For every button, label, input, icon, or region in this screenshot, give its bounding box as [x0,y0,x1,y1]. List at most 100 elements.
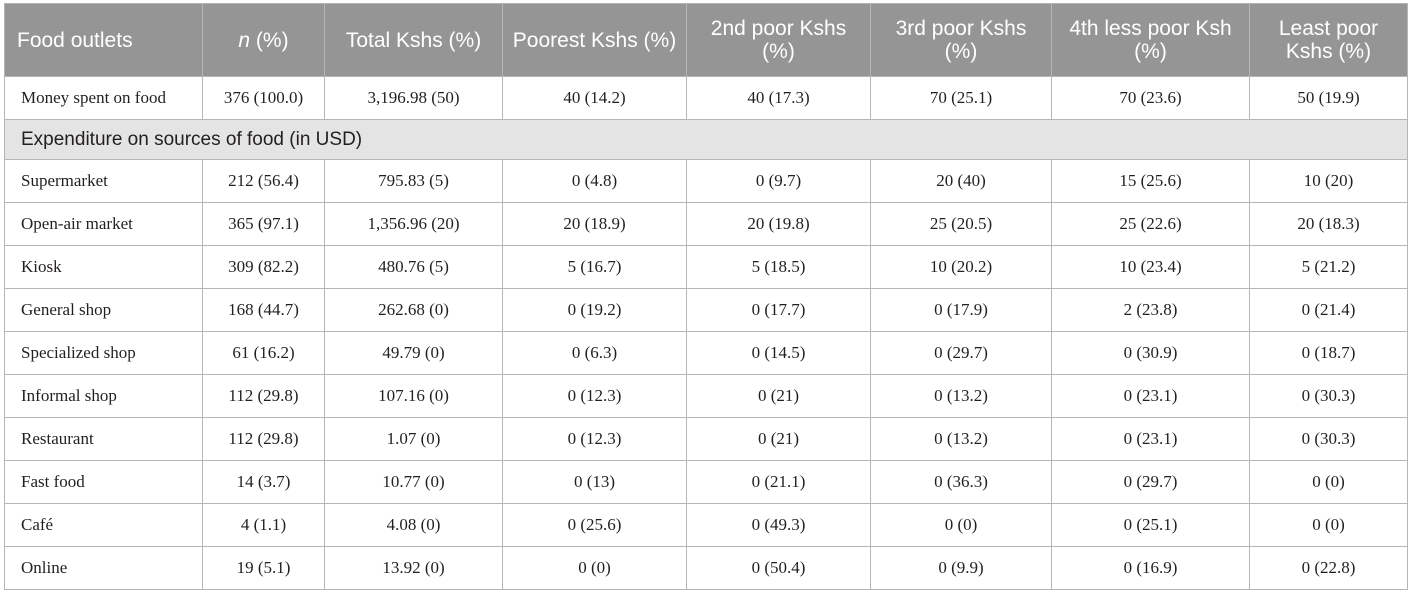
row-label: Online [4,546,203,590]
table-row: Specialized shop 61 (16.2) 49.79 (0) 0 (6.3… [4,331,1408,375]
column-header-text: Food outlets [17,28,133,52]
table-cell: 0 (19.2) [502,288,687,332]
table-cell: 112 (29.8) [202,417,325,461]
row-label: Specialized shop [4,331,203,375]
table-cell: 15 (25.6) [1051,159,1250,203]
table-cell: 40 (14.2) [502,76,687,120]
table-cell: 20 (18.9) [502,202,687,246]
table-row: Informal shop 112 (29.8) 107.16 (0) 0 (12.3… [4,374,1408,418]
column-header: Poorest Kshs (%) [502,3,687,77]
table-cell: 0 (23.1) [1051,374,1250,418]
table-row: Money spent on food 376 (100.0) 3,196.98 (… [4,76,1408,120]
table-cell: 0 (13.2) [870,417,1052,461]
table-cell: 0 (21) [686,417,871,461]
table-cell: 0 (17.7) [686,288,871,332]
table-row: Café 4 (1.1) 4.08 (0) 0 (25.6) 0 (49.3) 0 (0)… [4,503,1408,547]
table-cell: 480.76 (5) [324,245,503,289]
table-cell: 1.07 (0) [324,417,503,461]
table-row: Fast food 14 (3.7) 10.77 (0) 0 (13) 0 (21.1)… [4,460,1408,504]
table-cell: 0 (25.1) [1051,503,1250,547]
table-cell: 0 (0) [502,546,687,590]
table-cell: 10 (20.2) [870,245,1052,289]
table-cell: 376 (100.0) [202,76,325,120]
table-cell: 168 (44.7) [202,288,325,332]
table-cell: 13.92 (0) [324,546,503,590]
table-row: Open-air market 365 (97.1) 1,356.96 (20) 20… [4,202,1408,246]
column-header: 2nd poor Kshs (%) [686,3,871,77]
table-cell: 5 (21.2) [1249,245,1408,289]
table-cell: 0 (23.1) [1051,417,1250,461]
table-cell: 0 (29.7) [870,331,1052,375]
table-cell: 0 (9.7) [686,159,871,203]
table-cell: 112 (29.8) [202,374,325,418]
table-cell: 0 (30.3) [1249,374,1408,418]
table-cell: 25 (20.5) [870,202,1052,246]
table-cell: 0 (18.7) [1249,331,1408,375]
table-cell: 0 (13) [502,460,687,504]
column-header-text: 2nd poor Kshs (%) [710,17,847,63]
row-label: Informal shop [4,374,203,418]
table-cell: 50 (19.9) [1249,76,1408,120]
table-cell: 19 (5.1) [202,546,325,590]
table-cell: 0 (17.9) [870,288,1052,332]
table-cell: 0 (36.3) [870,460,1052,504]
food-expenditure-table: Food outlets n (%) Total Kshs (%) Poorest K… [4,3,1408,590]
table-cell: 3,196.98 (50) [324,76,503,120]
table-cell: 25 (22.6) [1051,202,1250,246]
table-cell: 309 (82.2) [202,245,325,289]
table-body: Money spent on food 376 (100.0) 3,196.98 (… [4,76,1408,590]
table-cell: 2 (23.8) [1051,288,1250,332]
column-header-text: Total Kshs (%) [345,28,482,52]
table-cell: 0 (12.3) [502,374,687,418]
table-cell: 0 (0) [1249,503,1408,547]
row-label: Fast food [4,460,203,504]
table-cell: 0 (6.3) [502,331,687,375]
row-label: Open-air market [4,202,203,246]
table-cell: 0 (25.6) [502,503,687,547]
table-cell: 14 (3.7) [202,460,325,504]
table-row: General shop 168 (44.7) 262.68 (0) 0 (19.2)… [4,288,1408,332]
table-cell: 70 (25.1) [870,76,1052,120]
row-label: Restaurant [4,417,203,461]
table-cell: 40 (17.3) [686,76,871,120]
table-cell: 262.68 (0) [324,288,503,332]
row-label: Money spent on food [4,76,203,120]
table-row: Supermarket 212 (56.4) 795.83 (5) 0 (4.8) 0 … [4,159,1408,203]
table-cell: 107.16 (0) [324,374,503,418]
table-cell: 0 (0) [1249,460,1408,504]
table-cell: 5 (16.7) [502,245,687,289]
table-cell: 0 (21.1) [686,460,871,504]
section-label: Expenditure on sources of food (in USD) [4,119,1408,160]
table-cell: 70 (23.6) [1051,76,1250,120]
table-cell: 212 (56.4) [202,159,325,203]
table-cell: 4 (1.1) [202,503,325,547]
table-cell: 0 (21) [686,374,871,418]
column-header: n (%) [202,3,325,77]
table-cell: 61 (16.2) [202,331,325,375]
column-header: 4th less poor Ksh (%) [1051,3,1250,77]
table-cell: 0 (0) [870,503,1052,547]
table-cell: 0 (4.8) [502,159,687,203]
row-label: Supermarket [4,159,203,203]
table-cell: 5 (18.5) [686,245,871,289]
table-cell: 0 (22.8) [1249,546,1408,590]
header-row: Food outlets n (%) Total Kshs (%) Poorest K… [4,3,1408,77]
section-row: Expenditure on sources of food (in USD) [4,119,1408,160]
table-cell: 0 (9.9) [870,546,1052,590]
table-cell: 0 (30.3) [1249,417,1408,461]
column-header-text: 4th less poor Ksh (%) [1069,17,1232,63]
table-cell: 0 (12.3) [502,417,687,461]
table-cell: 0 (13.2) [870,374,1052,418]
table-cell: 10.77 (0) [324,460,503,504]
table-row: Kiosk 309 (82.2) 480.76 (5) 5 (16.7) 5 (18.5… [4,245,1408,289]
table-cell: 0 (50.4) [686,546,871,590]
table-cell: 10 (23.4) [1051,245,1250,289]
table-row: Online 19 (5.1) 13.92 (0) 0 (0) 0 (50.4) 0 (9… [4,546,1408,590]
table-cell: 0 (21.4) [1249,288,1408,332]
table-cell: 0 (49.3) [686,503,871,547]
table-cell: 0 (14.5) [686,331,871,375]
table-cell: 10 (20) [1249,159,1408,203]
table-cell: 49.79 (0) [324,331,503,375]
table-cell: 4.08 (0) [324,503,503,547]
column-header-text: Poorest Kshs (%) [512,28,677,52]
